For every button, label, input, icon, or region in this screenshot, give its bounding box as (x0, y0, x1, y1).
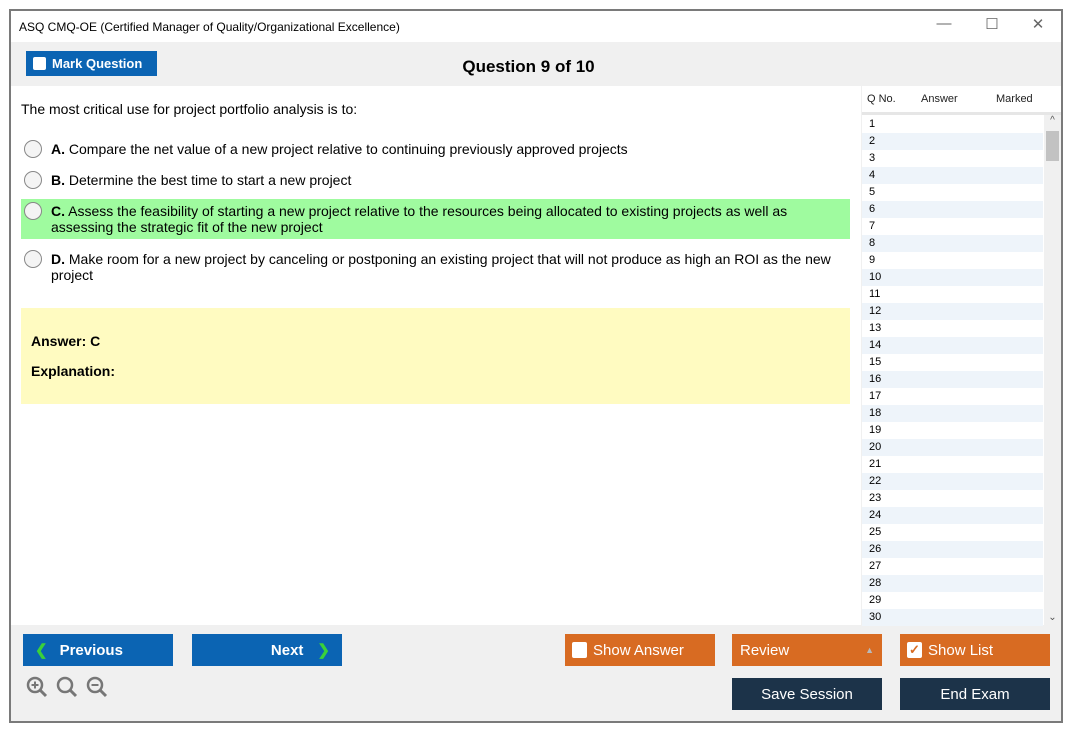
list-row[interactable]: 11 (869, 288, 881, 300)
chevron-left-icon: ❮ (35, 642, 48, 659)
list-row[interactable]: 15 (869, 356, 882, 368)
option-c[interactable]: C. Assess the feasibility of starting a … (21, 199, 850, 239)
list-row[interactable]: 8 (862, 235, 1043, 252)
answer-box: Answer: C Explanation: (21, 308, 850, 404)
end-exam-button[interactable]: End Exam (900, 678, 1050, 710)
radio-button[interactable] (24, 250, 42, 268)
close-icon[interactable]: ✕ (1031, 16, 1045, 33)
explanation-label: Explanation: (31, 363, 116, 379)
list-row[interactable]: 18 (862, 405, 1043, 422)
next-label: Next (270, 641, 304, 659)
list-row[interactable]: 12 (862, 303, 1043, 320)
scroll-thumb[interactable] (1046, 131, 1059, 161)
list-row[interactable]: 16 (862, 371, 1043, 388)
option-text: Compare the net value of a new project r… (68, 141, 628, 157)
list-row[interactable]: 22 (862, 473, 1043, 490)
minimize-icon[interactable]: — (936, 15, 952, 32)
list-row[interactable]: 20 (862, 439, 1043, 456)
checkbox-icon (33, 57, 46, 70)
question-list: Q No. Answer Marked 1 2 3 4 5 6 7 8 9 10 11 12 13 14 1… (862, 86, 1061, 626)
scroll-down-icon[interactable]: ⌄ (1048, 612, 1057, 623)
zoom-out-icon[interactable] (86, 676, 108, 698)
scroll-up-icon[interactable]: ^ (1050, 115, 1055, 126)
previous-button[interactable]: ❮ Previous (23, 634, 173, 666)
list-row[interactable]: 28 (862, 575, 1043, 592)
save-session-button[interactable]: Save Session (732, 678, 882, 710)
app-window: ASQ CMQ-OE (Certified Manager of Quality… (9, 9, 1063, 723)
question-counter: Question 9 of 10 (462, 57, 595, 76)
list-row[interactable]: 3 (869, 152, 876, 164)
option-d[interactable]: D. Make room for a new project by cancel… (21, 247, 850, 287)
list-row[interactable]: 4 (862, 167, 1043, 184)
list-row[interactable]: 27 (869, 560, 882, 572)
option-letter: B. (51, 172, 65, 188)
option-a[interactable]: A. Compare the net value of a new projec… (21, 137, 850, 161)
show-answer-button[interactable]: Show Answer (565, 634, 715, 666)
option-text: Make room for a new project by canceling… (51, 251, 831, 283)
scrollbar[interactable]: ^ ⌄ (1044, 115, 1061, 625)
list-row[interactable]: 7 (869, 220, 876, 232)
list-row[interactable]: 24 (862, 507, 1043, 524)
question-text: The most critical use for project portfo… (21, 101, 358, 117)
caret-up-icon: ▲ (865, 645, 874, 655)
header-answer[interactable]: Answer (921, 93, 958, 105)
option-text: Determine the best time to start a new p… (68, 172, 352, 188)
previous-label: Previous (59, 641, 123, 659)
option-letter: C. (51, 203, 65, 219)
chevron-right-icon: ❯ (317, 642, 330, 659)
list-row[interactable]: 25 (869, 526, 882, 538)
title-bar: ASQ CMQ-OE (Certified Manager of Quality… (11, 11, 1061, 42)
list-row[interactable]: 2 (862, 133, 1043, 150)
show-list-button[interactable]: ✓ Show List (900, 634, 1050, 666)
list-header: Q No. Answer Marked (862, 86, 1061, 115)
list-row[interactable]: 19 (869, 424, 882, 436)
list-row[interactable]: 29 (869, 594, 882, 606)
mark-question-button[interactable]: Mark Question (26, 51, 157, 76)
header-marked[interactable]: Marked (996, 93, 1033, 105)
show-list-label: Show List (928, 641, 994, 659)
list-row[interactable]: 26 (862, 541, 1043, 558)
show-answer-label: Show Answer (593, 641, 684, 659)
option-b[interactable]: B. Determine the best time to start a ne… (21, 168, 850, 192)
list-row[interactable]: 1 (869, 118, 876, 130)
header-qno[interactable]: Q No. (867, 93, 896, 105)
zoom-reset-icon[interactable] (56, 676, 78, 698)
window-title: ASQ CMQ-OE (Certified Manager of Quality… (19, 20, 400, 34)
next-button[interactable]: Next ❯ (192, 634, 342, 666)
list-row[interactable]: 13 (869, 322, 882, 334)
save-session-label: Save Session (761, 685, 853, 703)
checkbox-icon (572, 642, 587, 658)
answer-text: Answer: C (31, 333, 101, 349)
end-exam-label: End Exam (940, 685, 1010, 703)
option-letter: D. (51, 251, 65, 267)
maximize-icon[interactable]: ☐ (985, 16, 999, 33)
question-panel: The most critical use for project portfo… (11, 86, 861, 625)
radio-button[interactable] (24, 202, 42, 220)
option-text: Assess the feasibility of starting a new… (51, 203, 788, 235)
list-row[interactable]: 30 (862, 609, 1043, 626)
checkmark-icon: ✓ (907, 642, 922, 658)
list-row[interactable]: 9 (869, 254, 876, 266)
list-row[interactable]: 10 (862, 269, 1043, 286)
list-row[interactable]: 21 (869, 458, 882, 470)
zoom-in-icon[interactable] (26, 676, 48, 698)
review-dropdown[interactable]: Review ▲ (732, 634, 882, 666)
radio-button[interactable] (24, 140, 42, 158)
mark-label: Mark Question (52, 56, 143, 71)
review-label: Review (740, 641, 790, 659)
list-row[interactable]: 6 (862, 201, 1043, 218)
list-row[interactable]: 14 (862, 337, 1043, 354)
list-row[interactable]: 17 (869, 390, 882, 402)
radio-button[interactable] (24, 171, 42, 189)
list-row[interactable]: 5 (869, 186, 876, 198)
option-letter: A. (51, 141, 65, 157)
list-row[interactable]: 23 (869, 492, 882, 504)
